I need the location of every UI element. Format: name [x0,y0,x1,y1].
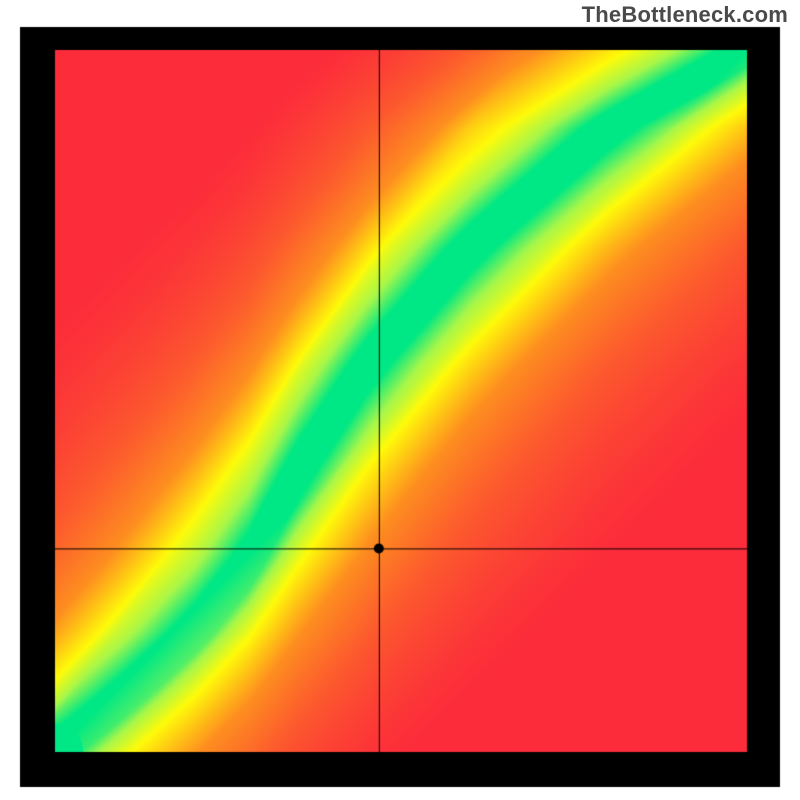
watermark-text: TheBottleneck.com [582,2,788,28]
bottleneck-heatmap [0,0,800,800]
